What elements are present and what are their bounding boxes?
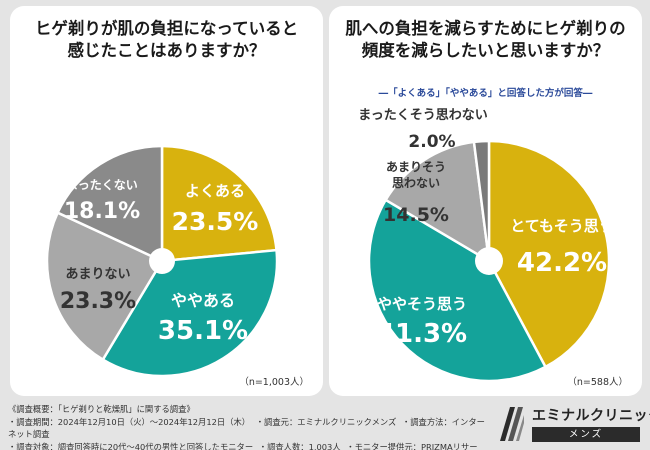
slice-category-text: まったくそう思わない — [358, 108, 487, 123]
slice-value-text: 2.0% — [408, 132, 455, 152]
left-pie-chart: よくある 23.5% ややある 35.1% あまりない 23.3% まったくない 18.1% — [45, 144, 279, 378]
pie-slice-1 — [160, 144, 278, 263]
slice-value-text: 18.1% — [64, 199, 140, 224]
brand-logo: エミナルクリニック メンズ — [496, 403, 650, 445]
footer-provider: ・モニター提供元：PRIZMAリサーチ — [346, 441, 478, 450]
slice-value-text: 14.5% — [383, 204, 449, 226]
pie-slice-2 — [101, 248, 279, 378]
right-title-line-2: 頻度を減らしたいと思いますか？ — [361, 41, 610, 60]
pie-slice-4 — [55, 144, 164, 263]
slice-value-text: 35.1% — [158, 316, 248, 346]
slice-label-3: あまりない 23.3% — [60, 267, 136, 314]
slice-category-text: あまりない — [65, 267, 130, 282]
slice-value-text: 23.5% — [172, 207, 259, 236]
pie-slice-4 — [472, 139, 491, 262]
pie-slice-2 — [367, 198, 548, 383]
footer-count: ・調査人数：1,003人 — [258, 441, 341, 450]
slice-label-2: ややある 35.1% — [158, 291, 248, 346]
left-chart-title: ヒゲ剃りが肌の負担になっていると 感じたことはありますか？ — [10, 18, 323, 62]
slice-label-4: まったくそう思わない 2.0% — [358, 108, 487, 152]
slice-category-text: あまりそう — [386, 160, 446, 174]
slice-label-4: まったくない 18.1% — [64, 178, 140, 224]
right-sample-size: （n=588人） — [567, 377, 628, 388]
logo-name: エミナルクリニック — [532, 408, 650, 424]
left-sample-size: （n=1,003人） — [239, 377, 309, 388]
pie-slice-3 — [383, 140, 491, 264]
logo-sub: メンズ — [532, 427, 640, 442]
slice-category-text: とてもそう思う — [510, 217, 614, 235]
footer-period: ・調査期間：2024年12月10日（火）〜2024年12月12日（木） — [8, 416, 251, 427]
logo-mark-icon — [500, 407, 524, 441]
pie-center-hole — [475, 247, 503, 275]
right-chart-note: ―「よくある」「ややある」と回答した方が回答― — [378, 88, 593, 99]
slice-value-text: 23.3% — [60, 289, 136, 314]
left-chart-panel: ヒゲ剃りが肌の負担になっていると 感じたことはありますか？ よくある 23.5% や… — [10, 6, 323, 396]
slice-value-text: 42.2% — [517, 248, 607, 278]
footer-method: ・調査方法：インターネット調査 — [8, 416, 485, 440]
slice-category-text: ややある — [171, 291, 235, 310]
slice-category-text: ややそう思う — [377, 295, 467, 313]
left-title-line-2: 感じたことはありますか？ — [67, 41, 266, 60]
right-chart-title: 肌への負担を減らすためにヒゲ剃りの 頻度を減らしたいと思いますか？ — [329, 18, 642, 62]
slice-category-text: まったくない — [66, 178, 138, 192]
pie-center-hole — [149, 248, 175, 274]
pie-slice-3 — [45, 211, 164, 362]
slice-label-1: よくある 23.5% — [172, 182, 259, 236]
footer-source: ・調査元：エミナルクリニックメンズ — [255, 416, 397, 427]
pie-slice-1 — [487, 139, 611, 369]
right-chart-panel: 肌への負担を減らすためにヒゲ剃りの 頻度を減らしたいと思いますか？ ―「よくある… — [329, 6, 642, 396]
slice-label-1: とてもそう思う 42.2% — [510, 217, 614, 278]
slice-category-text: よくある — [185, 182, 245, 200]
footer-target: ・調査対象：調査回答時に20代〜40代の男性と回答したモニター — [8, 441, 254, 450]
right-title-line-1: 肌への負担を減らすためにヒゲ剃りの — [345, 19, 626, 38]
slice-value-text: 41.3% — [377, 319, 467, 349]
footer-line-3: ・調査対象：調査回答時に20代〜40代の男性と回答したモニター ・調査人数：1,… — [8, 441, 488, 450]
survey-footer: 《調査概要：「ヒゲ剃りと乾燥肌」に関する調査》 ・調査期間：2024年12月10… — [8, 403, 488, 450]
footer-line-2: ・調査期間：2024年12月10日（火）〜2024年12月12日（木） ・調査元… — [8, 416, 488, 441]
slice-label-2: ややそう思う 41.3% — [377, 295, 467, 349]
slice-category-text: 思わない — [392, 176, 440, 190]
footer-line-1: 《調査概要：「ヒゲ剃りと乾燥肌」に関する調査》 — [8, 404, 195, 414]
left-title-line-1: ヒゲ剃りが肌の負担になっていると — [34, 19, 299, 38]
